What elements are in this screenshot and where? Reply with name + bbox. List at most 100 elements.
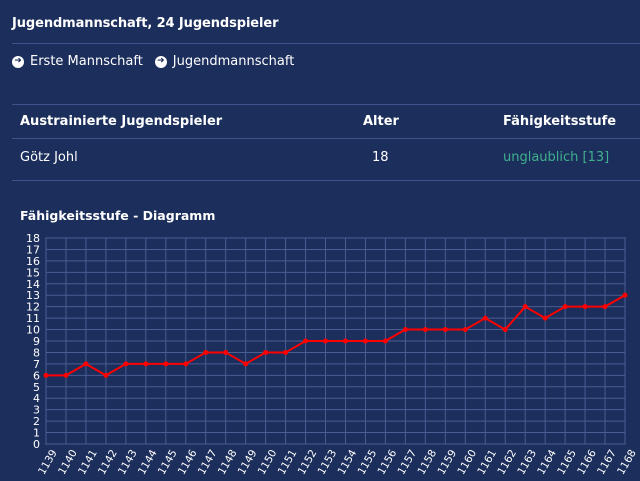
page-title: Jugendmannschaft, 24 Jugendspieler	[12, 16, 279, 31]
data-point	[123, 361, 129, 367]
x-tick-label: 1161	[475, 448, 499, 477]
link-label: Jugendmannschaft	[172, 54, 295, 69]
y-tick-label: 2	[33, 415, 40, 428]
y-tick-label: 5	[33, 381, 40, 394]
data-point	[422, 327, 428, 333]
y-tick-label: 7	[33, 358, 40, 371]
data-point	[362, 338, 368, 344]
data-point	[143, 361, 149, 367]
skill-level-chart: 0123456789101112131415161718113911401141…	[26, 232, 639, 477]
y-tick-label: 14	[26, 278, 40, 291]
data-point	[183, 361, 189, 367]
data-point	[83, 361, 89, 367]
data-point	[382, 338, 388, 344]
x-tick-label: 1147	[196, 448, 220, 477]
column-header-skill: Fähigkeitsstufe	[503, 114, 617, 129]
data-point	[63, 372, 69, 378]
team-nav: ➜ Erste Mannschaft ➜ Jugendmannschaft	[12, 54, 306, 69]
x-tick-label: 1153	[316, 448, 340, 477]
x-tick-label: 1151	[276, 448, 300, 477]
data-point	[103, 372, 109, 378]
x-tick-label: 1155	[356, 448, 380, 477]
data-point	[542, 315, 548, 321]
data-point	[462, 327, 468, 333]
y-tick-label: 16	[26, 255, 40, 268]
x-tick-label: 1158	[415, 448, 439, 477]
x-tick-label: 1154	[336, 447, 360, 476]
data-point	[622, 292, 628, 298]
x-tick-label: 1164	[535, 447, 559, 476]
table-row: Götz Johl 18 unglaublich [13]	[12, 138, 640, 180]
x-tick-label: 1145	[156, 448, 180, 477]
link-jugendmannschaft[interactable]: ➜ Jugendmannschaft	[154, 54, 295, 69]
y-tick-label: 17	[26, 243, 40, 256]
data-point	[163, 361, 169, 367]
column-header-age: Alter	[363, 114, 399, 129]
data-point	[263, 349, 269, 355]
data-point	[303, 338, 309, 344]
x-tick-label: 1162	[495, 448, 519, 477]
y-tick-label: 3	[33, 404, 40, 417]
y-tick-label: 13	[26, 289, 40, 302]
data-point	[442, 327, 448, 333]
x-tick-label: 1159	[435, 448, 459, 477]
data-point	[243, 361, 249, 367]
y-tick-label: 10	[26, 324, 40, 337]
player-age: 18	[372, 150, 389, 165]
x-tick-label: 1156	[376, 447, 400, 476]
x-tick-label: 1146	[176, 447, 200, 476]
data-point	[43, 372, 49, 378]
data-point	[223, 349, 229, 355]
data-point	[482, 315, 488, 321]
x-tick-label: 1157	[395, 448, 419, 477]
x-tick-label: 1143	[116, 448, 140, 477]
data-point	[562, 304, 568, 310]
x-tick-label: 1149	[236, 448, 260, 477]
x-tick-label: 1168	[615, 448, 639, 477]
data-point	[203, 349, 209, 355]
link-erste-mannschaft[interactable]: ➜ Erste Mannschaft	[12, 54, 143, 69]
x-tick-label: 1165	[555, 448, 579, 477]
data-point	[342, 338, 348, 344]
y-tick-label: 12	[26, 301, 40, 314]
column-header-player: Austrainierte Jugendspieler	[20, 114, 223, 129]
data-point	[283, 349, 289, 355]
y-tick-label: 8	[33, 346, 40, 359]
divider	[12, 43, 640, 44]
data-point	[323, 338, 329, 344]
arrow-right-circle-icon: ➜	[12, 55, 24, 68]
data-point	[402, 327, 408, 333]
arrow-right-circle-icon: ➜	[154, 55, 167, 68]
divider	[12, 180, 640, 181]
x-tick-label: 1152	[296, 448, 320, 477]
x-tick-label: 1160	[455, 448, 479, 477]
table-header-row: Austrainierte Jugendspieler Alter Fähigk…	[12, 104, 640, 138]
y-tick-label: 0	[33, 438, 40, 451]
y-tick-label: 9	[33, 335, 40, 348]
data-point	[602, 304, 608, 310]
y-tick-label: 1	[33, 427, 40, 440]
x-tick-label: 1167	[595, 448, 619, 477]
x-tick-label: 1140	[56, 448, 80, 477]
data-point	[522, 304, 528, 310]
trained-youth-table: Austrainierte Jugendspieler Alter Fähigk…	[12, 104, 640, 180]
x-tick-label: 1139	[36, 448, 60, 477]
x-tick-label: 1150	[256, 448, 280, 477]
x-tick-label: 1142	[96, 448, 120, 477]
y-tick-label: 15	[26, 266, 40, 279]
y-tick-label: 4	[33, 392, 40, 405]
player-name[interactable]: Götz Johl	[20, 150, 78, 165]
y-tick-label: 11	[26, 312, 40, 325]
divider	[12, 138, 640, 139]
series-line	[46, 294, 626, 377]
chart-title: Fähigkeitsstufe - Diagramm	[20, 208, 216, 223]
divider	[12, 104, 640, 105]
data-point	[502, 327, 508, 333]
y-tick-label: 6	[33, 369, 40, 382]
player-skill: unglaublich [13]	[503, 150, 610, 165]
x-tick-label: 1148	[216, 448, 240, 477]
y-tick-label: 18	[26, 232, 40, 245]
x-tick-label: 1166	[575, 447, 599, 476]
link-label: Erste Mannschaft	[30, 54, 143, 69]
